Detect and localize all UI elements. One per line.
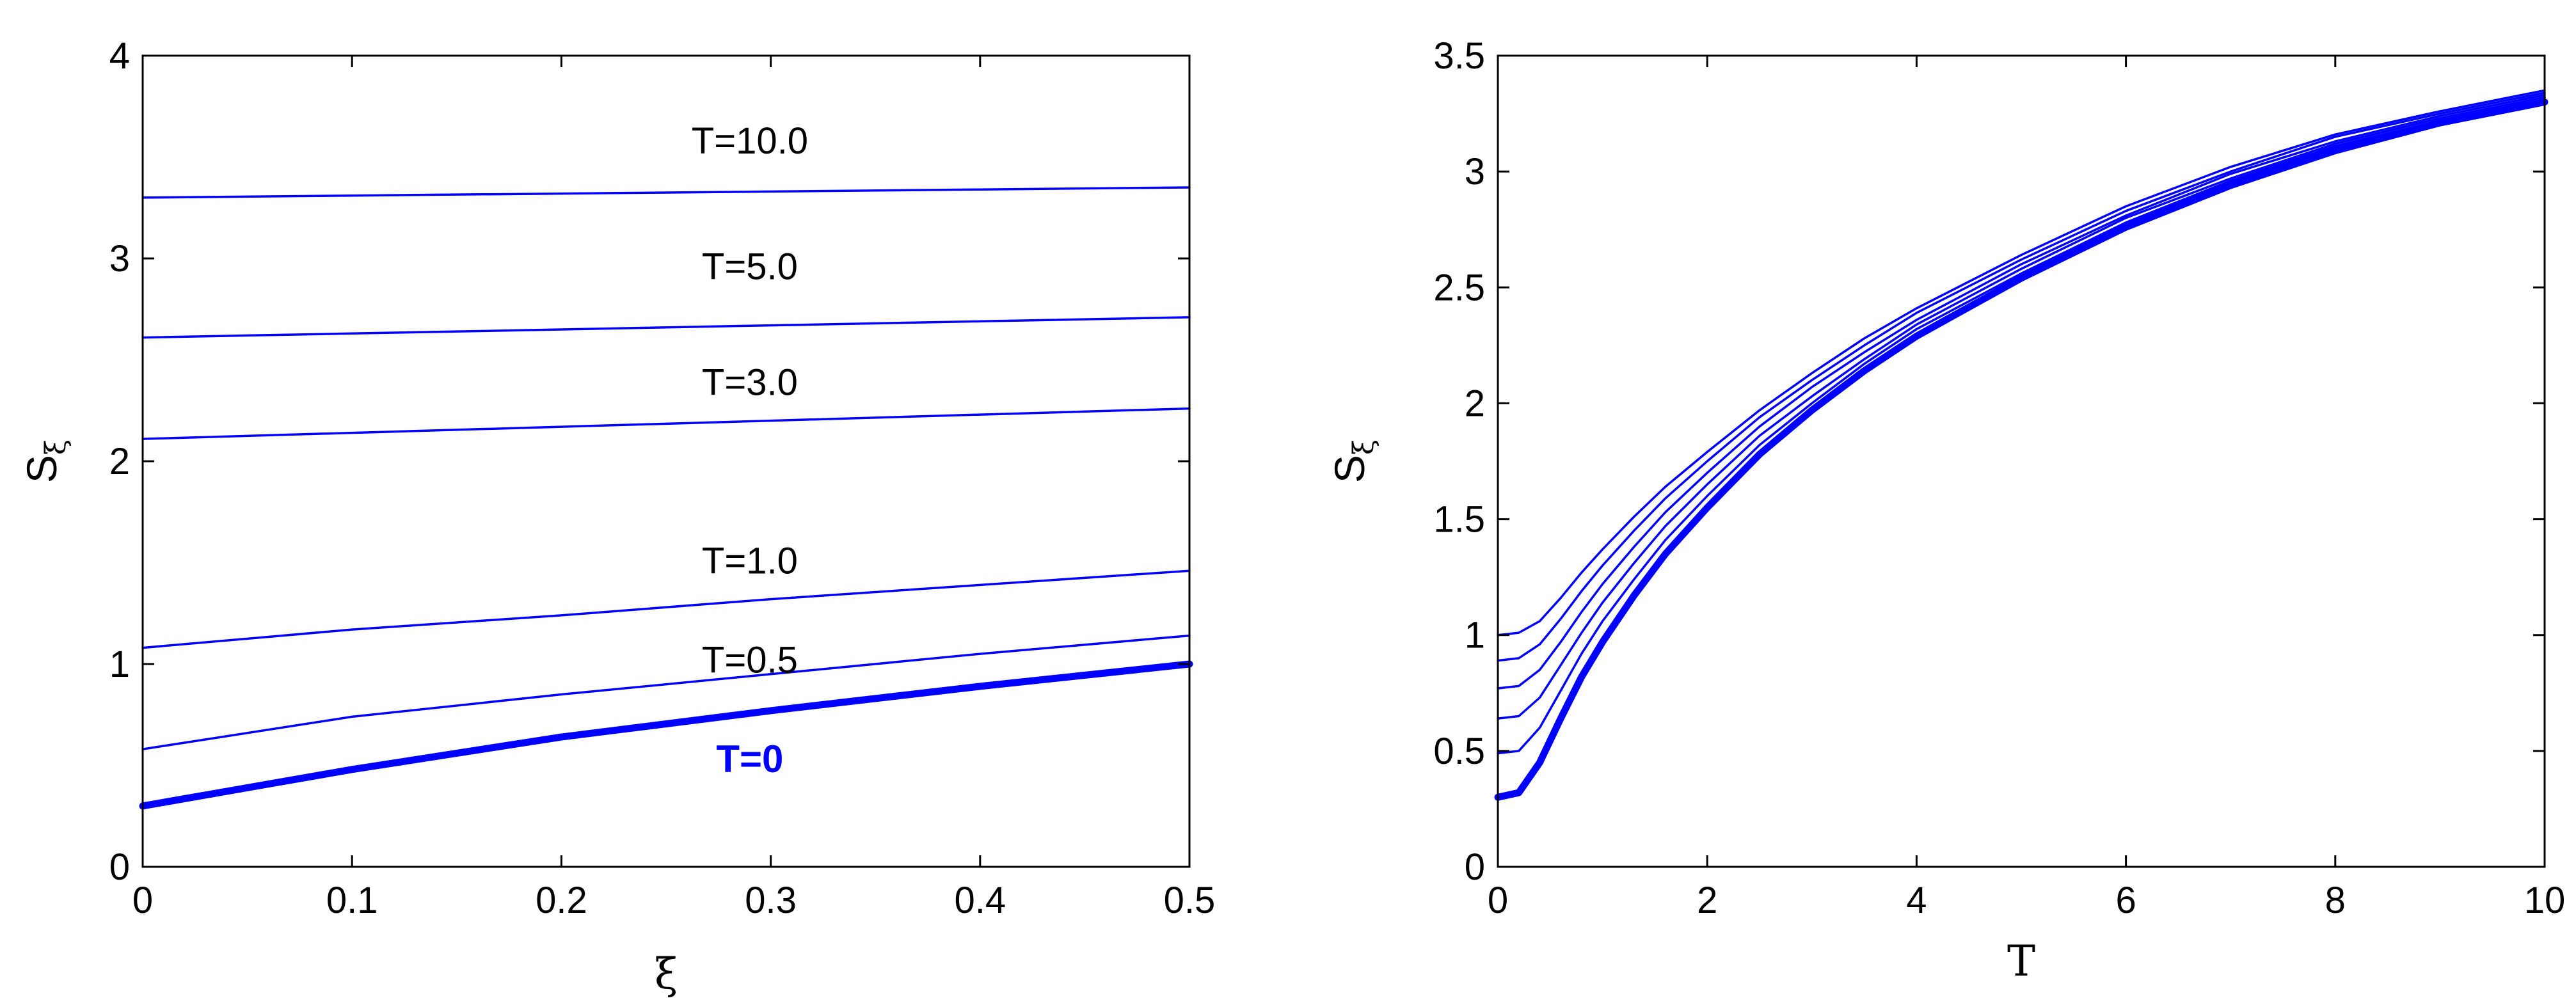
right-series-line-1 xyxy=(1497,91,2546,662)
left-y-axis-label-main: S xyxy=(18,455,65,483)
left-y-tick-label: 4 xyxy=(109,35,130,77)
left-x-tick-label: 0 xyxy=(132,880,153,921)
left-series-line-5 xyxy=(139,660,1193,810)
left-y-tick-label: 0 xyxy=(109,846,130,888)
right-x-tick-label: 6 xyxy=(2115,880,2136,921)
left-tick-layer: 0 0.1 0.2 0.3 0.4 0.5 0 1 2 3 4 xyxy=(109,35,1216,921)
right-y-axis-label: Sξ xyxy=(1326,439,1380,483)
left-y-tick-label: 1 xyxy=(109,644,130,685)
left-annotation-layer: T=10.0 T=5.0 T=3.0 T=1.0 T=0.5 T=0 xyxy=(692,120,808,780)
right-tick-layer: 0 2 4 6 8 10 0 0.5 1 1.5 2 2.5 3 3.5 xyxy=(1433,35,2565,921)
left-annotation-4: T=0.5 xyxy=(702,640,798,681)
left-x-tick-label: 0.1 xyxy=(326,880,378,921)
right-y-axis-label-main: S xyxy=(1326,455,1373,483)
left-annotation-0: T=10.0 xyxy=(692,120,808,162)
left-x-tick-label: 0.2 xyxy=(536,880,587,921)
right-y-tick-label: 3 xyxy=(1465,151,1485,193)
right-x-tick-label: 2 xyxy=(1697,880,1717,921)
right-series-line-3 xyxy=(1497,96,2546,720)
left-annotation-3: T=1.0 xyxy=(702,540,798,582)
right-x-axis-label: T xyxy=(2007,937,2035,986)
right-y-axis-label-subscript: ξ xyxy=(1348,439,1380,455)
left-series-line-0 xyxy=(141,186,1191,199)
right-x-tick-label: 4 xyxy=(1906,880,1927,921)
left-y-tick-label: 3 xyxy=(109,238,130,280)
left-x-axis-label: ξ xyxy=(655,949,678,999)
left-y-axis-label: Sξ xyxy=(18,439,72,483)
right-x-tick-label: 10 xyxy=(2524,880,2566,921)
right-y-tick-label: 3.5 xyxy=(1433,35,1485,77)
left-series-line-4 xyxy=(141,634,1191,750)
right-series-line-2 xyxy=(1497,93,2546,690)
right-x-tick-label: 8 xyxy=(2325,880,2346,921)
right-y-tick-label: 0 xyxy=(1465,846,1485,888)
right-series-line-5 xyxy=(1494,99,2548,801)
right-y-tick-label: 2 xyxy=(1465,383,1485,424)
right-series-line-4 xyxy=(1497,99,2546,755)
right-x-tick-label: 0 xyxy=(1488,880,1508,921)
left-x-tick-label: 0.3 xyxy=(745,880,797,921)
right-y-tick-label: 1 xyxy=(1465,615,1485,656)
left-annotation-1: T=5.0 xyxy=(702,246,798,288)
right-plot-frame xyxy=(1497,54,2546,868)
right-y-tick-label: 1.5 xyxy=(1433,499,1485,541)
left-y-axis-label-subscript: ξ xyxy=(40,439,72,455)
left-series-line-2 xyxy=(141,407,1191,440)
left-series-line-1 xyxy=(141,316,1191,339)
left-series-line-3 xyxy=(141,569,1191,649)
left-series-layer xyxy=(139,186,1193,810)
left-y-tick-label: 2 xyxy=(109,441,130,482)
right-chart: 0 2 4 6 8 10 0 0.5 1 1.5 2 2.5 3 3.5 T Sξ xyxy=(1326,35,2565,986)
left-x-tick-label: 0.5 xyxy=(1164,880,1216,921)
left-annotation-5: T=0 xyxy=(716,738,783,780)
right-y-tick-label: 0.5 xyxy=(1433,731,1485,772)
right-series-line-0 xyxy=(1497,89,2546,637)
right-series-layer xyxy=(1494,89,2548,801)
left-x-tick-label: 0.4 xyxy=(954,880,1006,921)
right-y-tick-label: 2.5 xyxy=(1433,267,1485,308)
left-annotation-2: T=3.0 xyxy=(702,361,798,403)
